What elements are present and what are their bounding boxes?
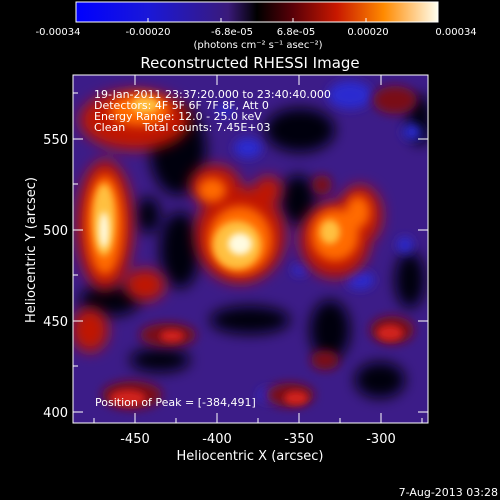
footer-date: 7-Aug-2013 03:28 — [399, 486, 498, 499]
x-axis-label: Heliocentric X (arcsec) — [177, 449, 324, 464]
x-tick-label: -400 — [202, 432, 232, 447]
colorbar-tick-label: 0.00020 — [347, 27, 388, 38]
y-tick-label: 550 — [43, 133, 68, 148]
y-axis-label: Heliocentric Y (arcsec) — [24, 177, 39, 323]
time-range-text: 19-Jan-2011 23:37:20.000 to 23:40:40.000 — [94, 88, 331, 101]
x-tick-label: -300 — [366, 432, 396, 447]
y-tick-label: 400 — [43, 406, 68, 421]
colorbar-tick-label: 0.00034 — [435, 27, 476, 38]
figure-title: Reconstructed RHESSI Image — [140, 54, 359, 72]
colorbar: -0.00034 -0.00020 -6.8e-05 6.8e-05 0.000… — [36, 1, 477, 51]
y-tick-label: 450 — [43, 315, 68, 330]
detectors-text: Detectors: 4F 5F 6F 7F 8F, Att 0 — [94, 99, 269, 112]
x-axis — [93, 75, 423, 423]
rhessi-image — [73, 75, 428, 423]
plot-frame — [72, 74, 429, 424]
colorbar-strip — [75, 1, 439, 23]
colorbar-unit-label: (photons cm⁻² s⁻¹ asec⁻²) — [193, 40, 322, 51]
peak-position-text: Position of Peak = [-384,491] — [95, 396, 256, 409]
colorbar-tick-label: -0.00034 — [36, 27, 81, 38]
x-tick-label: -450 — [120, 432, 150, 447]
colorbar-tick-label: 6.8e-05 — [277, 27, 315, 38]
colorbar-tick-label: -0.00020 — [126, 27, 171, 38]
energy-range-text: Energy Range: 12.0 - 25.0 keV — [94, 110, 262, 123]
y-tick-label: 500 — [43, 224, 68, 239]
y-axis — [73, 92, 428, 413]
clean-counts-text: Clean Total counts: 7.45E+03 — [94, 121, 271, 134]
x-tick-label: -350 — [284, 432, 314, 447]
info-block: 19-Jan-2011 23:37:20.000 to 23:40:40.000… — [94, 88, 331, 134]
colorbar-tick-label: -6.8e-05 — [211, 27, 253, 38]
